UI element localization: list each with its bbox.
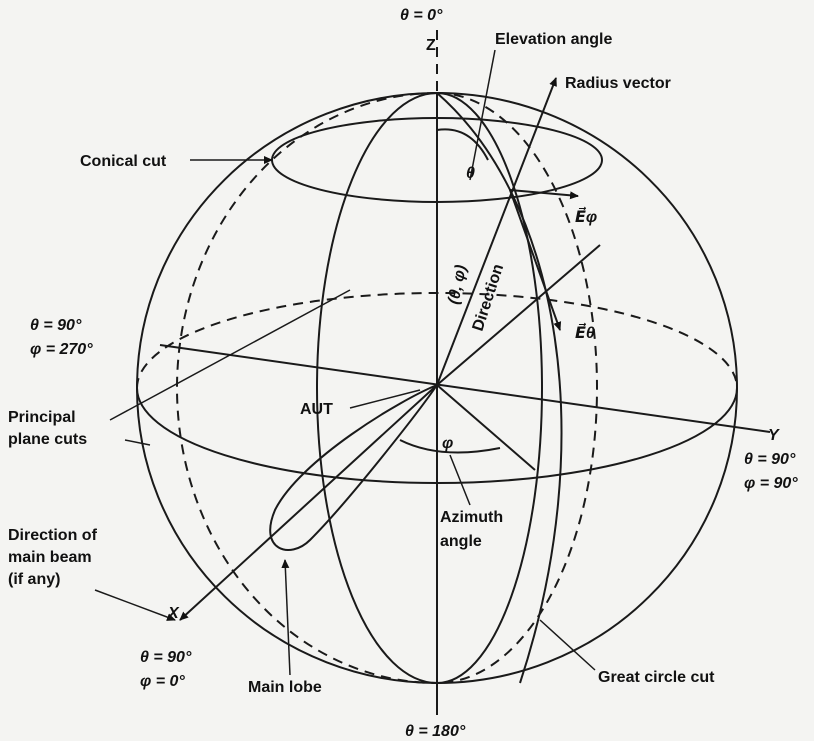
phi-arc xyxy=(399,439,501,454)
meridian xyxy=(436,92,543,684)
leader xyxy=(469,49,496,181)
label: E⃗θ xyxy=(575,322,595,342)
label: X xyxy=(167,605,180,622)
label: Direction xyxy=(470,262,508,333)
leader xyxy=(539,619,596,671)
label: (if any) xyxy=(8,571,60,588)
label: E⃗φ xyxy=(575,206,597,226)
label: φ = 90° xyxy=(744,475,798,492)
y-axis xyxy=(159,344,771,433)
label: (θ, φ) xyxy=(445,263,470,305)
radius-vector xyxy=(436,77,557,386)
label: Z xyxy=(426,37,436,54)
label: θ = 90° xyxy=(30,317,82,334)
label: main beam xyxy=(8,549,92,566)
leader xyxy=(281,559,291,676)
label: θ = 0° xyxy=(400,7,443,24)
leader xyxy=(94,589,176,621)
meridian xyxy=(316,92,438,684)
projection xyxy=(436,384,536,471)
label: Main lobe xyxy=(248,679,322,696)
x-axis xyxy=(179,384,438,621)
theta-arc xyxy=(436,128,489,161)
label: Elevation angle xyxy=(495,31,612,48)
leader xyxy=(349,389,421,409)
label: φ = 270° xyxy=(30,341,93,358)
label: θ = 90° xyxy=(140,649,192,666)
label: AUT xyxy=(300,401,333,418)
e-theta-arrow xyxy=(509,189,562,331)
leader xyxy=(449,454,471,506)
label: Direction of xyxy=(8,527,98,544)
great-circle xyxy=(436,92,563,684)
label: plane cuts xyxy=(8,431,87,448)
label: θ = 180° xyxy=(405,723,466,740)
label: θ = 90° xyxy=(744,451,796,468)
label: Great circle cut xyxy=(598,669,715,686)
leader xyxy=(124,439,151,446)
label: Azimuth xyxy=(440,509,503,526)
leader xyxy=(109,289,351,421)
label: φ = 0° xyxy=(140,673,185,690)
label: Principal xyxy=(8,409,76,426)
label: Y xyxy=(768,427,780,444)
label: Radius vector xyxy=(565,75,671,92)
label: φ xyxy=(442,435,453,452)
label: θ xyxy=(466,165,475,182)
projection xyxy=(436,244,601,386)
label: angle xyxy=(440,533,482,550)
e-phi-arrow xyxy=(509,189,579,200)
main-lobe xyxy=(269,382,440,551)
meridian-back xyxy=(176,92,438,684)
label: Conical cut xyxy=(80,153,167,170)
meridian-back xyxy=(436,92,598,684)
